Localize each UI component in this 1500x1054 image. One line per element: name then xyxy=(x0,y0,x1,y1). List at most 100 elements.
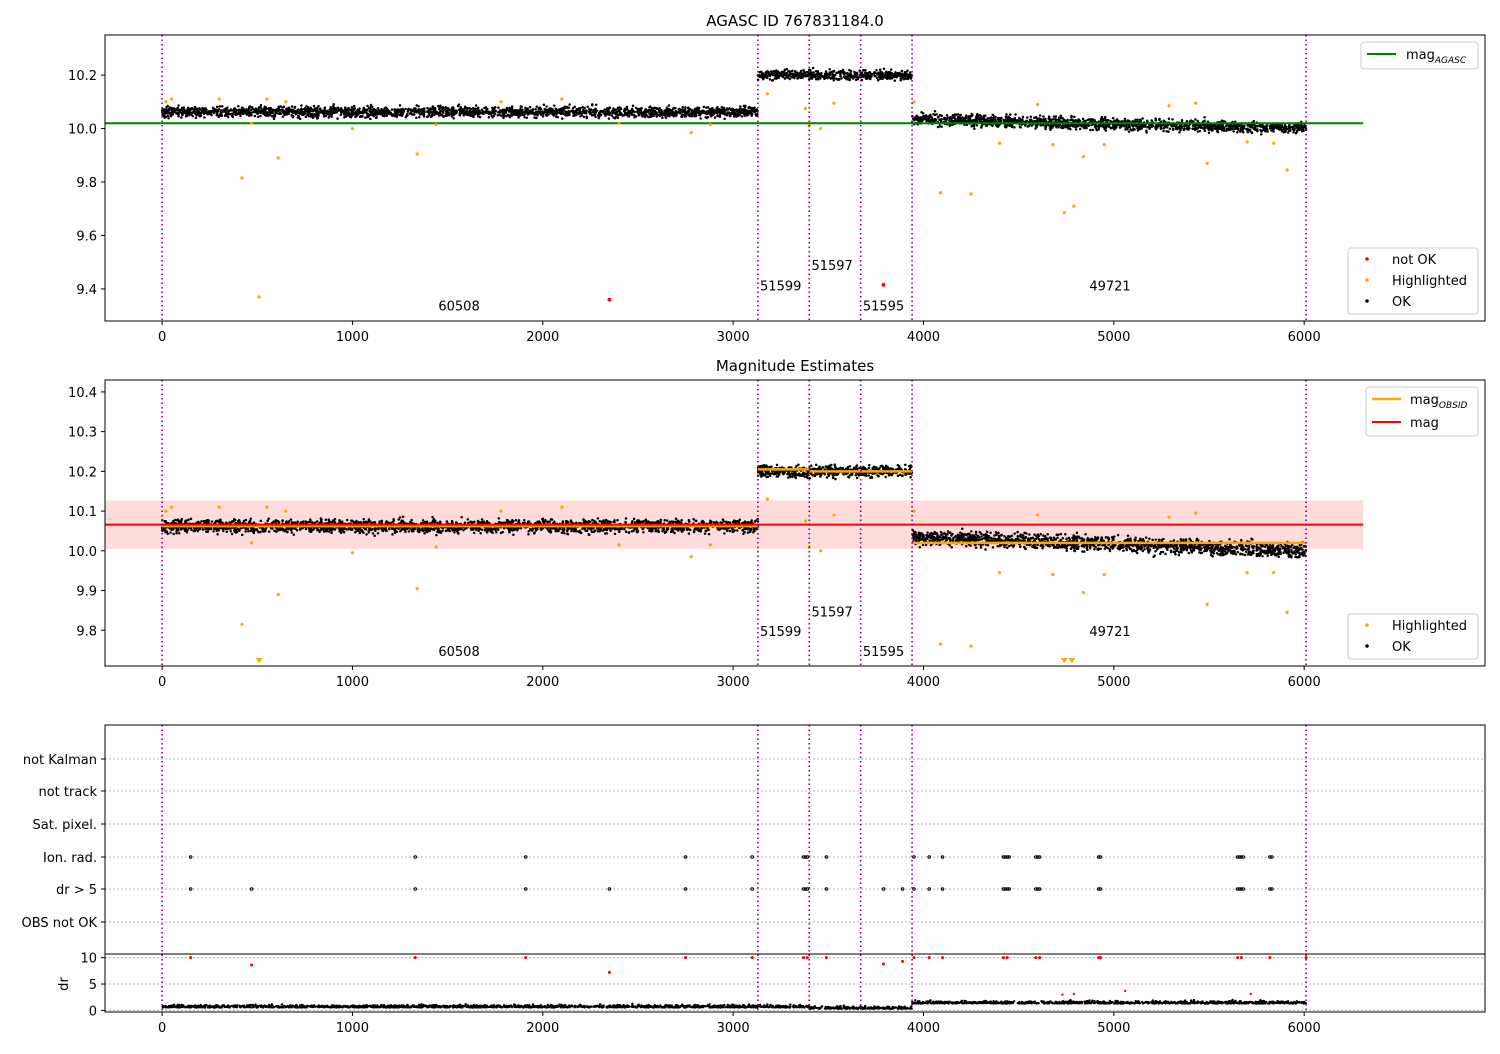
ok-point xyxy=(675,113,678,116)
ok-point xyxy=(1052,118,1055,121)
ok-point xyxy=(1155,127,1158,130)
ok-point xyxy=(696,106,699,109)
ok-point xyxy=(881,77,884,80)
ok-point xyxy=(1196,120,1199,123)
ok-point xyxy=(1045,125,1048,128)
ok-point xyxy=(1068,124,1071,127)
ok-point xyxy=(1183,128,1186,131)
ok-point xyxy=(644,116,647,119)
ok-point xyxy=(1079,128,1082,131)
ok-point xyxy=(1220,127,1223,130)
ok-point xyxy=(929,120,932,123)
ok-point xyxy=(439,113,442,116)
y-tick-label: 10.0 xyxy=(68,123,97,138)
ok-point xyxy=(713,521,716,524)
ok-point xyxy=(819,77,822,80)
ok-point xyxy=(452,107,455,110)
ok-point xyxy=(727,108,730,111)
not-ok-point xyxy=(608,298,612,302)
ok-point xyxy=(749,110,752,113)
ok-point xyxy=(956,113,959,116)
ok-point xyxy=(1019,126,1022,128)
ok-point xyxy=(540,114,543,117)
ok-point xyxy=(164,116,167,119)
ok-point xyxy=(230,108,233,111)
ok-point xyxy=(259,115,262,118)
ok-point xyxy=(850,76,853,79)
ok-point xyxy=(579,107,582,110)
ok-point xyxy=(227,109,230,112)
ok-point xyxy=(579,115,582,118)
ok-point xyxy=(747,106,750,109)
ok-point xyxy=(343,113,346,116)
ok-point xyxy=(612,107,615,110)
ok-point xyxy=(881,72,884,75)
ok-point xyxy=(754,520,757,523)
ok-point xyxy=(412,110,415,113)
ok-point xyxy=(627,110,630,113)
highlighted-point xyxy=(832,102,835,105)
ok-point xyxy=(438,108,441,111)
highlighted-point xyxy=(804,107,807,110)
ok-point xyxy=(615,108,618,111)
ok-point xyxy=(1295,132,1298,135)
ok-point xyxy=(983,115,986,118)
ok-point xyxy=(292,115,295,118)
ok-point xyxy=(648,109,651,112)
ok-point xyxy=(257,116,260,119)
ok-point xyxy=(687,114,690,117)
ok-point xyxy=(529,106,532,109)
ok-point xyxy=(543,104,546,107)
ok-point xyxy=(324,107,327,110)
ok-point xyxy=(714,116,717,119)
ok-point xyxy=(291,110,294,113)
ok-point xyxy=(786,76,789,79)
ok-point xyxy=(1049,128,1052,131)
ok-point xyxy=(1296,129,1299,132)
ok-point xyxy=(654,107,657,110)
ok-point xyxy=(561,110,564,113)
ok-point xyxy=(907,77,910,80)
ok-point xyxy=(649,105,652,108)
ok-point xyxy=(488,116,491,119)
ok-point xyxy=(373,113,376,116)
ok-point xyxy=(247,110,250,113)
ok-point xyxy=(570,110,573,113)
ok-point xyxy=(336,117,339,120)
ok-point xyxy=(399,114,402,117)
ok-point xyxy=(928,118,931,121)
ok-point xyxy=(442,106,445,109)
ok-point xyxy=(1133,128,1136,131)
ok-point xyxy=(241,106,244,109)
ok-point xyxy=(1124,118,1127,121)
ok-point xyxy=(399,516,402,519)
ok-point xyxy=(395,109,398,112)
ok-point xyxy=(896,73,899,76)
ok-point xyxy=(340,114,343,117)
ok-point xyxy=(389,112,392,115)
ok-point xyxy=(1279,128,1282,131)
ok-point xyxy=(1225,125,1228,128)
ok-point xyxy=(886,73,889,76)
ok-point xyxy=(1042,115,1045,118)
ok-point xyxy=(311,109,314,112)
ok-point xyxy=(934,114,937,117)
ok-point xyxy=(1069,119,1072,122)
highlighted-point xyxy=(1072,204,1075,207)
ok-point xyxy=(796,74,799,77)
ok-point xyxy=(997,125,1000,128)
ok-point xyxy=(316,107,319,110)
ok-point xyxy=(369,114,372,117)
ok-point xyxy=(397,113,400,116)
ok-point xyxy=(163,113,166,116)
ok-point xyxy=(926,119,929,122)
ok-point xyxy=(716,114,719,117)
ok-point xyxy=(585,109,588,112)
x-tick-label: 4000 xyxy=(907,330,940,345)
ok-point xyxy=(553,104,556,107)
ok-point xyxy=(820,72,823,75)
ok-point xyxy=(1195,128,1198,131)
ok-point xyxy=(769,78,772,81)
ok-point xyxy=(375,117,378,120)
ok-point xyxy=(969,118,972,121)
